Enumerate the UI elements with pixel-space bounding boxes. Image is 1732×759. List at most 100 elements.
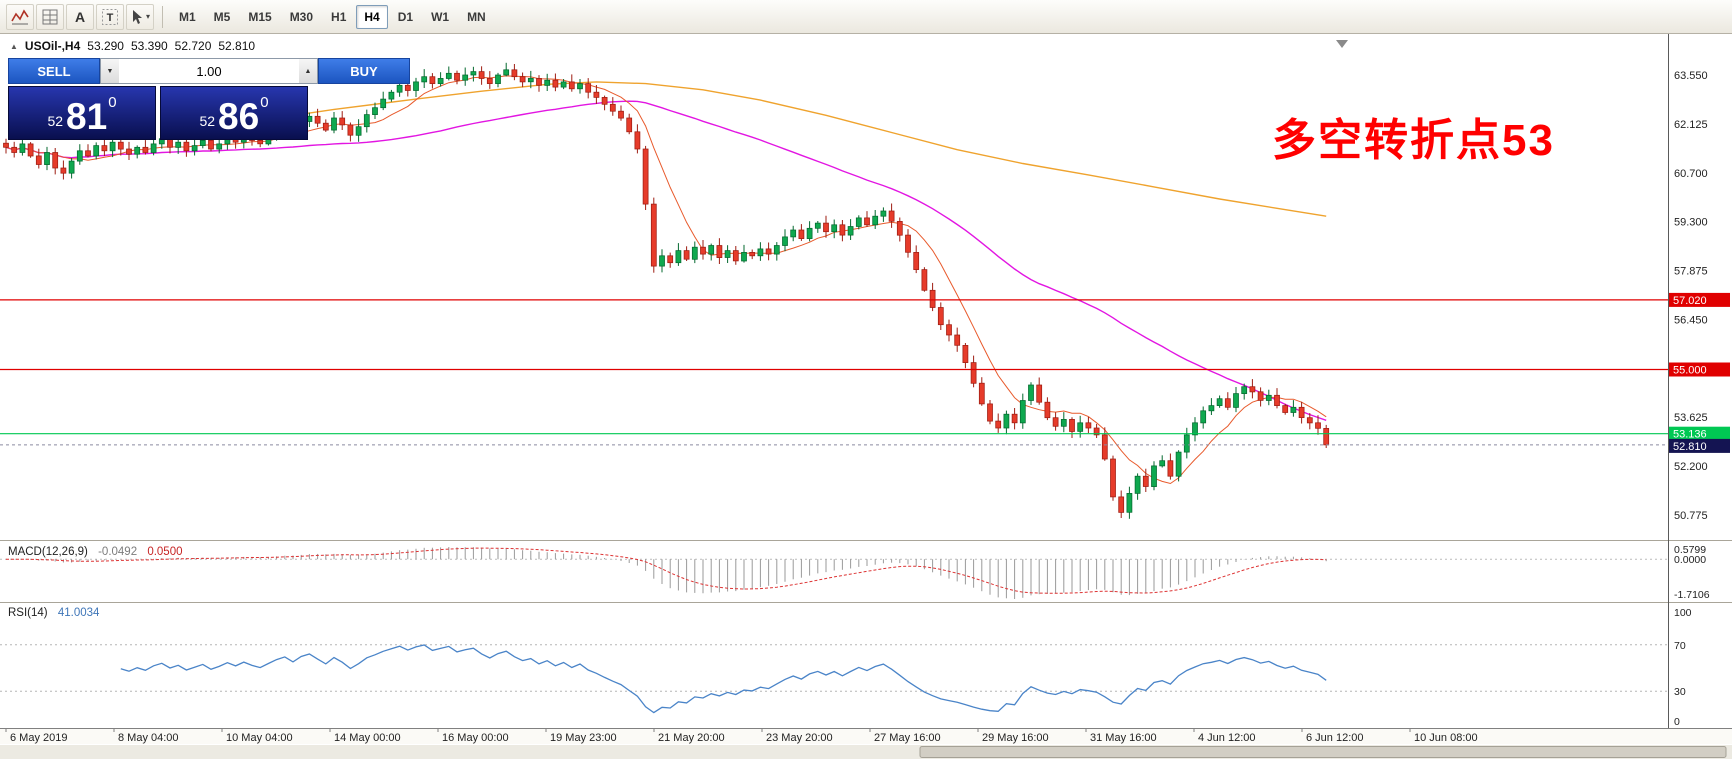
price-tag: 52.810 — [1669, 438, 1730, 453]
sell-price-display[interactable]: 52 81 0 — [8, 86, 156, 140]
macd-axis-label: 0.0000 — [1674, 554, 1706, 566]
price-axis-label: 62.125 — [1674, 119, 1708, 131]
macd-signal-line — [6, 547, 1327, 594]
timeframe-W1[interactable]: W1 — [423, 5, 457, 29]
buy-button[interactable]: BUY — [318, 58, 410, 84]
rsi-value: 41.0034 — [57, 607, 100, 619]
volume-decrease-button[interactable]: ▼ — [101, 59, 119, 83]
timeframes-group: M1 M5 M15 M30 H1 H4 D1 W1 MN — [171, 4, 494, 29]
timeframe-M15[interactable]: M15 — [240, 5, 279, 29]
timeframe-H1[interactable]: H1 — [323, 5, 354, 29]
chart-annotation-text: 多空转折点53 — [1272, 116, 1555, 165]
time-axis-label: 31 May 16:00 — [1090, 732, 1157, 744]
buy-price-big-digits: 86 — [218, 95, 260, 137]
timeframe-H4[interactable]: H4 — [356, 4, 388, 29]
macd-axis-label: 0.5799 — [1674, 544, 1706, 556]
macd-value: -0.0492 — [98, 546, 138, 558]
time-axis-label: 23 May 20:00 — [766, 732, 833, 744]
one-click-trading-panel: SELL ▼ ▲ BUY 52 81 0 52 86 0 — [8, 58, 410, 140]
rsi-axis-label: 100 — [1674, 607, 1692, 619]
rsi-line — [120, 644, 1327, 714]
time-axis-background — [0, 728, 1732, 744]
sell-button[interactable]: SELL — [8, 58, 100, 84]
svg-text:53.136: 53.136 — [1673, 429, 1707, 441]
time-axis-label: 6 Jun 12:00 — [1306, 732, 1364, 744]
ohlc-open: 53.290 — [87, 39, 124, 53]
ohlc-close: 52.810 — [218, 39, 256, 53]
toolbar-separator — [162, 5, 163, 28]
price-chart-icon[interactable] — [6, 3, 34, 30]
price-axis-label: 52.200 — [1674, 461, 1708, 473]
timeframe-M30[interactable]: M30 — [282, 5, 321, 29]
buy-price-prefix: 52 — [199, 113, 216, 129]
rsi-axis-label: 70 — [1674, 640, 1686, 652]
rsi-title: RSI(14) — [8, 607, 48, 619]
volume-increase-button[interactable]: ▲ — [299, 59, 317, 83]
timeframe-M1[interactable]: M1 — [171, 5, 204, 29]
time-axis-label: 10 May 04:00 — [226, 732, 293, 744]
time-axis-label: 14 May 00:00 — [334, 732, 401, 744]
macd-axis-label: -1.7106 — [1674, 589, 1710, 601]
rsi-pane-header: RSI(14) 41.0034 — [8, 607, 106, 619]
svg-text:A: A — [75, 9, 85, 25]
ohlc-high: 53.390 — [130, 39, 168, 53]
price-tag: 55.000 — [1669, 362, 1730, 377]
macd-title: MACD(12,26,9) — [8, 546, 88, 558]
timeframe-D1[interactable]: D1 — [390, 5, 421, 29]
time-axis-label: 19 May 23:00 — [550, 732, 617, 744]
price-tag: 53.136 — [1669, 426, 1730, 441]
drawing-tools-icon[interactable]: ▾ — [126, 3, 154, 30]
ohlc-low: 52.720 — [174, 39, 212, 53]
timeframe-M5[interactable]: M5 — [206, 5, 239, 29]
toolbar: A T ▾ M1 M5 M15 M30 H1 H4 D1 W1 MN — [0, 0, 1732, 34]
grid-icon[interactable] — [36, 3, 64, 30]
price-axis-label: 59.300 — [1674, 216, 1708, 228]
chart-canvas[interactable]: 63.550 62.125 60.700 59.300 57.875 56.450 53.6… — [0, 34, 1732, 759]
fast-ma-line — [5, 75, 1327, 485]
time-axis-label: 6 May 2019 — [10, 732, 67, 744]
sell-price-big-digits: 81 — [66, 95, 108, 137]
time-axis-label: 4 Jun 12:00 — [1198, 732, 1256, 744]
chart-header: ▲ USOil-,H4 53.290 53.390 52.720 52.810 — [10, 39, 255, 53]
price-axis-label: 50.775 — [1674, 510, 1708, 522]
svg-text:57.020: 57.020 — [1673, 295, 1707, 307]
svg-text:55.000: 55.000 — [1673, 365, 1707, 377]
svg-text:52.810: 52.810 — [1673, 441, 1707, 453]
text-tool-icon[interactable]: A — [66, 3, 94, 30]
symbol-name: USOil-,H4 — [24, 39, 81, 53]
volume-input[interactable] — [119, 59, 299, 83]
sell-price-superscript: 0 — [108, 94, 117, 111]
slow-ma-line — [251, 81, 1327, 217]
one-click-panel-toggle-icon[interactable]: ▲ — [10, 41, 18, 51]
time-axis-label: 10 Jun 08:00 — [1414, 732, 1478, 744]
price-tag: 57.020 — [1669, 292, 1730, 307]
price-axis-label: 57.875 — [1674, 265, 1708, 277]
buy-price-display[interactable]: 52 86 0 — [160, 86, 308, 140]
buy-price-superscript: 0 — [260, 94, 269, 111]
price-axis-label: 56.450 — [1674, 315, 1708, 327]
sell-price-prefix: 52 — [47, 113, 64, 129]
time-axis-label: 27 May 16:00 — [874, 732, 941, 744]
dropdown-caret-icon: ▾ — [145, 12, 150, 21]
price-axis-label: 63.550 — [1674, 70, 1708, 82]
svg-text:T: T — [107, 12, 114, 24]
price-axis-label: 60.700 — [1674, 168, 1708, 180]
macd-signal-value: 0.0500 — [147, 546, 183, 558]
price-axis-label: 53.625 — [1674, 412, 1708, 424]
volume-spinner: ▼ ▲ — [100, 58, 318, 84]
candles-layer — [3, 62, 1330, 519]
horizontal-scrollbar-thumb[interactable] — [919, 746, 1727, 758]
time-axis-label: 29 May 16:00 — [982, 732, 1049, 744]
toolbar-icons-group: A T ▾ — [6, 3, 154, 30]
label-tool-icon[interactable]: T — [96, 3, 124, 30]
timeframe-MN[interactable]: MN — [459, 5, 494, 29]
time-axis-label: 16 May 00:00 — [442, 732, 509, 744]
rsi-axis-label: 30 — [1674, 686, 1686, 698]
mid-ma-line — [5, 100, 1327, 421]
time-axis-label: 8 May 04:00 — [118, 732, 179, 744]
chart-background — [0, 34, 1732, 759]
rsi-axis-label: 0 — [1674, 716, 1680, 728]
chart-shift-marker[interactable] — [1336, 40, 1348, 48]
time-axis-label: 21 May 20:00 — [658, 732, 725, 744]
macd-pane-header: MACD(12,26,9) -0.0492 0.0500 — [8, 546, 190, 558]
